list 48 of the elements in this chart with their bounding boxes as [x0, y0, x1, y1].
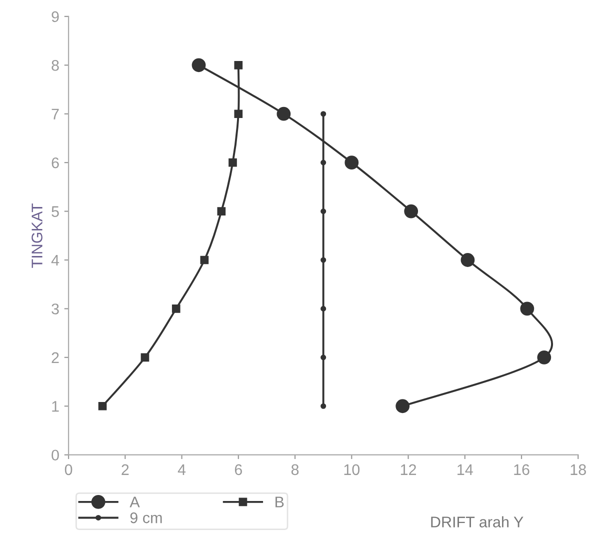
- point: [140, 353, 150, 362]
- point: [234, 110, 243, 118]
- point: [320, 354, 326, 360]
- point: [320, 257, 326, 263]
- point: [320, 306, 326, 312]
- x-tick-label: 6: [234, 464, 242, 476]
- x-tick-label: 12: [400, 464, 416, 475]
- point: [98, 402, 107, 410]
- point: [234, 60, 243, 70]
- y-tick-label: 7: [52, 108, 59, 120]
- point: [320, 111, 326, 117]
- y-tick-label: 5: [52, 206, 59, 217]
- point: [537, 350, 552, 364]
- y-tick-label: 9: [52, 11, 59, 22]
- point: [320, 208, 326, 214]
- point: [320, 160, 326, 166]
- point: [404, 204, 418, 218]
- x-tick-label: 18: [570, 464, 586, 476]
- point: [172, 304, 180, 313]
- x-tick-label: 0: [64, 464, 72, 476]
- point: [396, 399, 410, 414]
- y-tick-label: 3: [52, 304, 59, 314]
- point: [217, 207, 226, 216]
- legend-label: A: [130, 496, 140, 508]
- legend-label: B: [276, 496, 284, 508]
- x-tick-label: 8: [291, 464, 299, 476]
- y-tick-label: 6: [52, 157, 59, 168]
- x-tick-label: 10: [344, 464, 360, 476]
- x-tick-label: 4: [178, 464, 186, 475]
- point: [276, 106, 291, 121]
- y-axis-title: TINGKAT: [32, 203, 42, 268]
- point: [228, 158, 237, 167]
- x-tick-label: 14: [458, 464, 473, 475]
- legend-label: 9 cm: [130, 512, 162, 524]
- y-tick-label: 1: [52, 401, 59, 412]
- y-tick-label: 2: [52, 352, 59, 363]
- point: [320, 403, 326, 409]
- y-tick-label: 8: [52, 60, 59, 71]
- point: [200, 256, 209, 264]
- y-tick-label: 4: [51, 255, 60, 266]
- x-tick-label: 16: [514, 464, 530, 476]
- x-tick-label: 2: [122, 464, 129, 475]
- point: [460, 253, 475, 267]
- point: [344, 156, 359, 170]
- point: [520, 302, 534, 316]
- x-axis-title: DRIFT arah Y: [431, 516, 524, 528]
- point: [192, 58, 206, 72]
- y-tick-label: 0: [52, 450, 59, 461]
